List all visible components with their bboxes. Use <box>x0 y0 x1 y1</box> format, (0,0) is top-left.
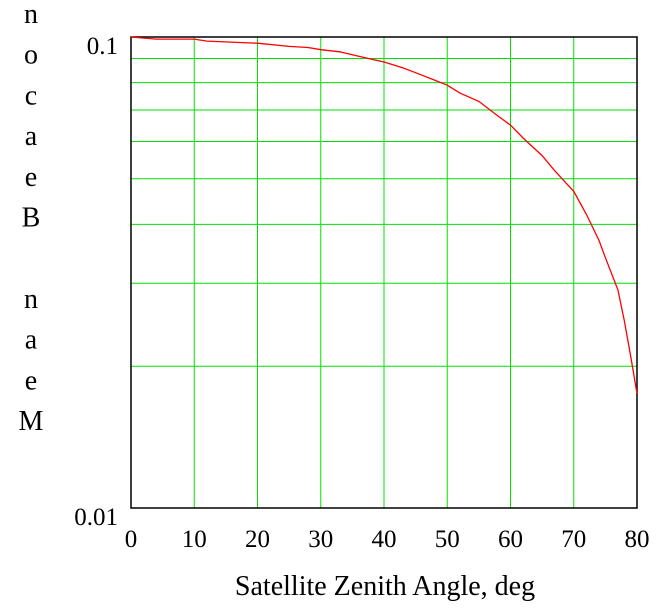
y-axis-label-letter: n <box>24 284 38 315</box>
y-axis-label-letter: a <box>25 121 38 152</box>
x-tick-label: 40 <box>372 526 397 553</box>
y-axis-label-letter: n <box>24 0 38 30</box>
x-tick-label: 70 <box>561 526 586 553</box>
y-tick-label: 0.01 <box>74 504 118 531</box>
series-group <box>130 36 638 394</box>
x-tick-label: 0 <box>125 526 138 553</box>
y-axis-label-letter: e <box>25 365 37 396</box>
y-axis-label-letter: o <box>24 40 38 71</box>
x-tick-label: 10 <box>182 526 207 553</box>
x-tick-label: 20 <box>245 526 270 553</box>
y-axis-label-letter: e <box>25 162 37 193</box>
x-axis-label: Satellite Zenith Angle, deg <box>235 571 535 602</box>
y-axis-label-letter: a <box>25 325 38 356</box>
x-tick-label: 30 <box>308 526 333 553</box>
plot-frame <box>130 36 638 509</box>
y-axis-label-letter: c <box>25 80 37 111</box>
y-axis-label-letter: M <box>19 406 44 437</box>
x-tick-label: 60 <box>498 526 523 553</box>
y-tick-label: 0.1 <box>87 33 118 60</box>
y-axis-label-letter: B <box>22 203 41 234</box>
x-tick-label: 80 <box>625 526 650 553</box>
x-tick-labels: 0 10 20 30 40 50 60 70 80 <box>125 526 650 553</box>
series-line <box>130 36 638 394</box>
y-tick-labels: 0.01 0.1 <box>74 33 118 531</box>
x-tick-label: 50 <box>435 526 460 553</box>
grid-lines <box>131 36 637 508</box>
